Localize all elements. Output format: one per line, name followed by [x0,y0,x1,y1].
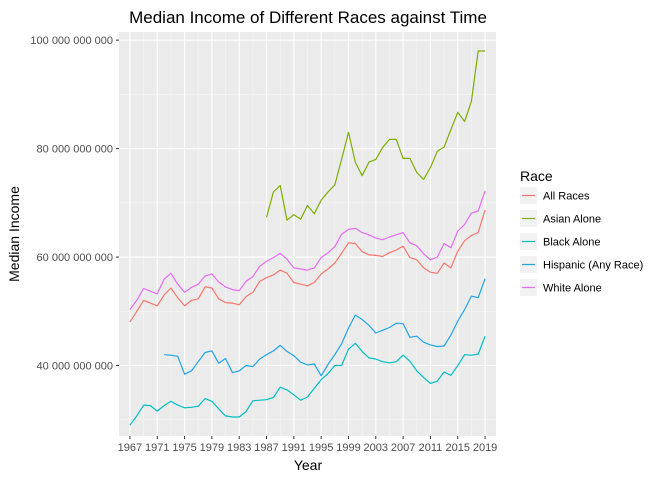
minor-gridlines [119,32,496,436]
series-line [265,50,486,221]
series-lines [129,50,486,426]
series-line [129,335,486,426]
y-axis-title: Median Income [6,186,22,282]
x-tick-label: 2003 [364,442,388,454]
x-tick-label: 1983 [227,442,251,454]
legend-label: Asian Alone [543,214,601,226]
y-axis: 40 000 000 000 60 000 000 000 80 000 000 0… [30,35,119,373]
x-tick-label: 2015 [446,442,470,454]
x-tick-label: 2019 [473,442,497,454]
legend: Race All Races Asian Alone Black Alone Hisp… [520,168,643,296]
chart-title: Median Income of Different Races against… [129,8,487,27]
y-tick-label: 60 000 000 000 [37,252,113,264]
x-tick-label: 1987 [254,442,278,454]
y-tick-label: 40 000 000 000 [37,361,113,373]
x-tick-label: 1967 [118,442,142,454]
x-tick-label: 1971 [145,442,169,454]
major-gridlines [119,32,496,436]
legend-label: All Races [543,191,590,203]
x-tick-label: 1979 [200,442,224,454]
legend-label: Black Alone [543,237,600,249]
series-line [129,209,486,323]
legend-label: Hispanic (Any Race) [543,260,643,272]
x-tick-label: 1995 [309,442,333,454]
series-line [129,190,486,310]
x-tick-label: 1991 [282,442,306,454]
x-tick-label: 2011 [419,442,443,454]
series-line [164,278,486,377]
legend-label: White Alone [543,283,602,295]
x-axis-title: Year [294,457,323,473]
x-tick-label: 2007 [391,442,415,454]
y-tick-label: 100 000 000 000 [30,35,113,47]
x-tick-label: 1999 [336,442,360,454]
x-tick-label: 1975 [172,442,196,454]
legend-title: Race [520,168,553,184]
y-tick-label: 80 000 000 000 [37,144,113,156]
x-axis: 1967 1971 1975 1979 1983 1987 1991 1995 1999 2003… [118,436,497,454]
